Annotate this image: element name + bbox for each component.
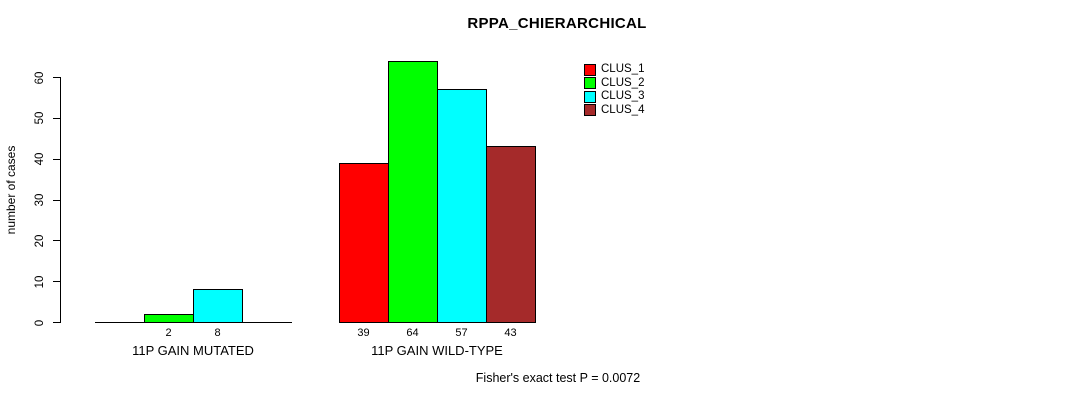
y-tick-label: 10 xyxy=(34,275,46,289)
legend-swatch xyxy=(584,77,596,89)
y-tick-label: 60 xyxy=(34,71,46,84)
bar-value-label: 39 xyxy=(357,327,370,339)
y-tick xyxy=(53,199,60,201)
y-tick-label: 30 xyxy=(34,193,46,207)
legend-row: CLUS_2 xyxy=(584,76,645,89)
legend: CLUS_1 CLUS_2 CLUS_3 CLUS_4 xyxy=(584,63,645,118)
legend-label: CLUS_3 xyxy=(601,90,645,102)
legend-label: CLUS_1 xyxy=(601,63,645,75)
group-label: 11P GAIN WILD-TYPE xyxy=(371,343,503,358)
y-tick xyxy=(53,322,60,323)
chart-title: RPPA_CHIERARCHICAL xyxy=(467,15,647,32)
y-tick xyxy=(53,281,60,283)
legend-swatch xyxy=(584,104,596,116)
bar xyxy=(437,89,487,323)
legend-row: CLUS_4 xyxy=(584,103,645,116)
y-axis-line xyxy=(60,77,61,323)
y-tick-label: 40 xyxy=(34,152,46,166)
legend-row: CLUS_3 xyxy=(584,90,645,103)
y-tick xyxy=(53,158,60,160)
bar-value-label: 57 xyxy=(455,327,468,339)
bar xyxy=(486,146,536,323)
bar-value-label: 43 xyxy=(504,327,517,339)
bar xyxy=(388,61,438,323)
group-label: 11P GAIN MUTATED xyxy=(132,343,254,358)
bar-value-label: 2 xyxy=(165,327,172,339)
bar xyxy=(339,163,389,323)
footnote: Fisher's exact test P = 0.0072 xyxy=(475,371,641,385)
legend-label: CLUS_2 xyxy=(601,76,645,89)
y-tick-label: 20 xyxy=(34,234,46,248)
y-tick xyxy=(53,117,60,119)
y-tick-label: 0 xyxy=(34,319,46,326)
y-tick-label: 50 xyxy=(34,111,46,125)
legend-row: CLUS_1 xyxy=(584,63,645,76)
legend-label: CLUS_4 xyxy=(601,103,645,116)
bar-value-label: 64 xyxy=(406,327,419,339)
bar xyxy=(144,314,194,323)
y-tick xyxy=(53,77,60,78)
legend-swatch xyxy=(584,90,596,103)
bar xyxy=(193,289,243,323)
legend-swatch xyxy=(584,63,596,76)
y-tick xyxy=(53,240,60,242)
bar-value-label: 8 xyxy=(214,327,221,339)
